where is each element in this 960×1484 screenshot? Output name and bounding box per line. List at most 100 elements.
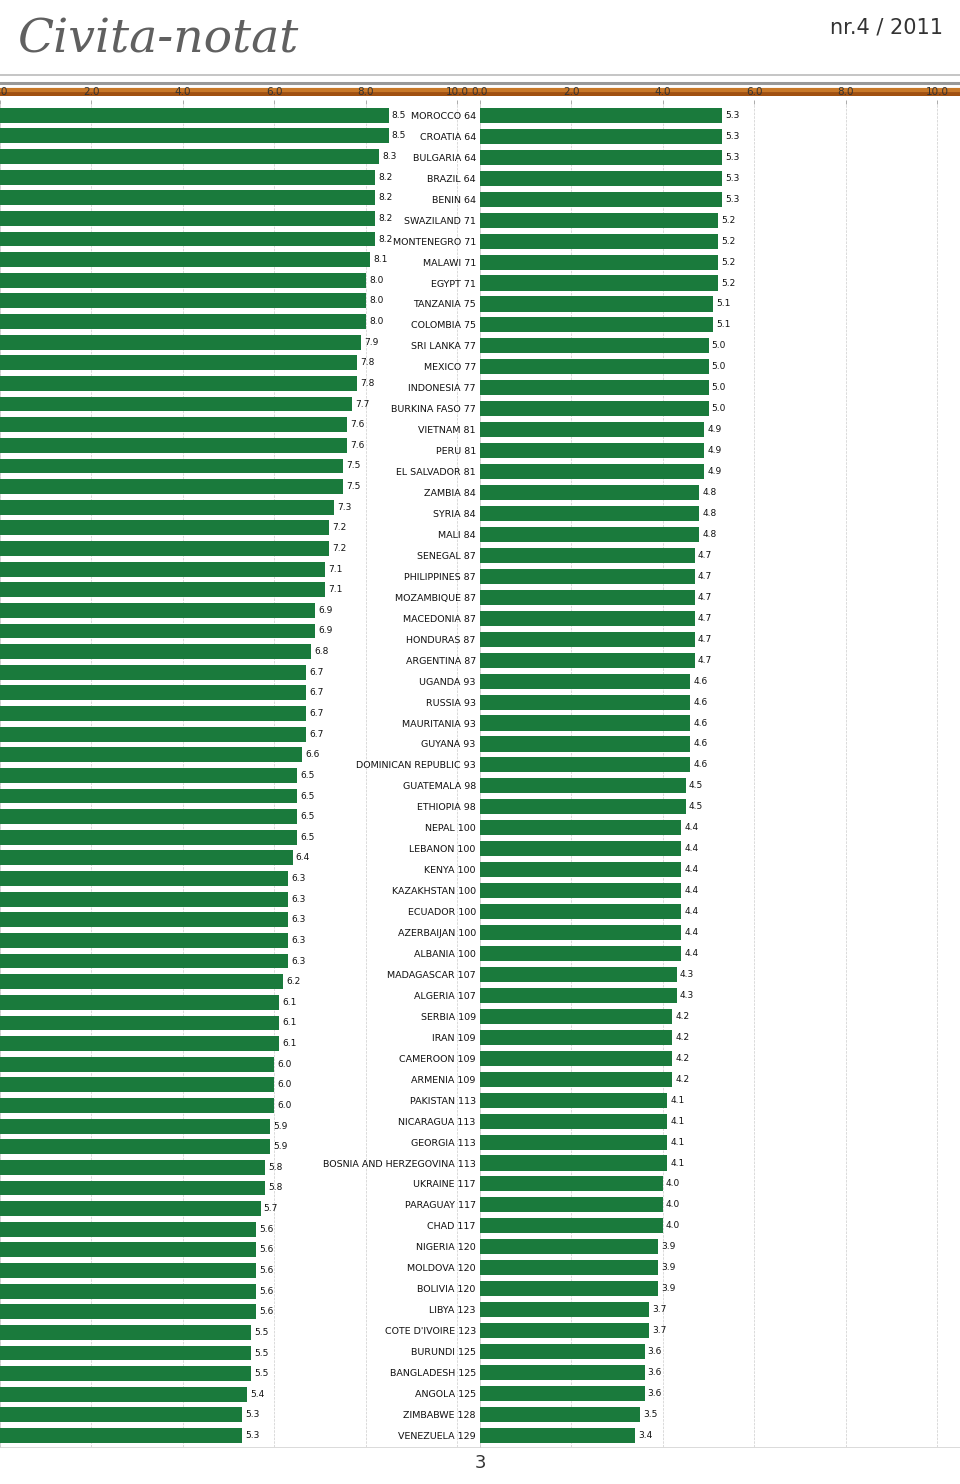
Bar — [0, 871, 288, 886]
Bar — [0, 521, 329, 536]
Text: 6.8: 6.8 — [314, 647, 328, 656]
Bar — [0, 315, 366, 329]
Text: 4.1: 4.1 — [671, 1138, 684, 1147]
Bar — [480, 988, 677, 1003]
Text: 5.1: 5.1 — [716, 321, 731, 329]
Bar — [0, 809, 298, 824]
Text: 3.6: 3.6 — [648, 1389, 662, 1398]
Bar — [480, 485, 700, 500]
Text: 3.7: 3.7 — [653, 1304, 666, 1315]
Text: 8.2: 8.2 — [378, 172, 393, 181]
Bar — [480, 1177, 662, 1192]
Text: 7.1: 7.1 — [327, 585, 342, 594]
Bar — [0, 438, 348, 453]
Text: 5.7: 5.7 — [264, 1204, 278, 1212]
Bar — [480, 589, 695, 605]
Text: 3.9: 3.9 — [661, 1284, 676, 1293]
Bar — [0, 1098, 275, 1113]
Bar — [0, 211, 374, 226]
Bar — [480, 925, 682, 939]
Bar — [480, 1324, 649, 1339]
Bar — [480, 778, 685, 794]
Text: 4.1: 4.1 — [671, 1095, 684, 1104]
Bar — [0, 933, 288, 948]
Bar — [0, 1201, 260, 1215]
Bar — [480, 1134, 667, 1150]
Bar — [0, 252, 371, 267]
Bar — [0, 1119, 270, 1134]
Text: 7.2: 7.2 — [332, 545, 347, 554]
Text: 4.1: 4.1 — [671, 1159, 684, 1168]
Text: 4.7: 4.7 — [698, 571, 712, 580]
Bar — [0, 1036, 278, 1051]
Text: 5.6: 5.6 — [259, 1307, 274, 1316]
Bar — [0, 1407, 242, 1422]
Bar — [480, 1051, 672, 1066]
Text: 5.5: 5.5 — [254, 1328, 269, 1337]
Text: 6.6: 6.6 — [305, 751, 320, 760]
Text: 6.5: 6.5 — [300, 791, 315, 800]
Bar — [0, 1242, 256, 1257]
Text: 3.4: 3.4 — [638, 1431, 653, 1439]
Text: 6.4: 6.4 — [296, 853, 310, 862]
Bar — [480, 695, 690, 709]
Bar — [480, 1218, 662, 1233]
Bar — [480, 338, 708, 353]
Text: 4.7: 4.7 — [698, 635, 712, 644]
Text: 7.1: 7.1 — [327, 564, 342, 574]
Text: 8.1: 8.1 — [373, 255, 388, 264]
Bar — [480, 464, 704, 479]
Bar — [480, 171, 722, 186]
Text: 4.2: 4.2 — [675, 1054, 689, 1063]
Text: 7.3: 7.3 — [337, 503, 351, 512]
Text: 3.9: 3.9 — [661, 1242, 676, 1251]
Text: 4.4: 4.4 — [684, 844, 699, 853]
Text: 5.8: 5.8 — [269, 1184, 282, 1193]
Text: 3: 3 — [474, 1454, 486, 1472]
Bar — [0, 129, 389, 144]
Bar — [480, 1239, 659, 1254]
Bar — [0, 1325, 252, 1340]
Bar — [0, 417, 348, 432]
Text: 6.9: 6.9 — [319, 605, 333, 614]
Text: 4.4: 4.4 — [684, 907, 699, 916]
Text: 4.4: 4.4 — [684, 886, 699, 895]
Text: 4.4: 4.4 — [684, 865, 699, 874]
Text: 8.5: 8.5 — [392, 132, 406, 141]
Text: 4.6: 4.6 — [693, 677, 708, 686]
Text: 5.0: 5.0 — [711, 404, 726, 413]
Bar — [0, 767, 298, 784]
Text: 6.3: 6.3 — [291, 874, 305, 883]
Text: 4.8: 4.8 — [703, 509, 717, 518]
Text: 4.7: 4.7 — [698, 656, 712, 665]
Bar — [0, 108, 389, 123]
Bar — [0, 623, 316, 638]
Bar — [480, 1009, 672, 1024]
Bar — [480, 1030, 672, 1045]
Text: 6.7: 6.7 — [309, 709, 324, 718]
Bar — [480, 1198, 662, 1212]
Bar — [0, 975, 283, 990]
Text: 6.9: 6.9 — [319, 626, 333, 635]
Bar — [480, 715, 690, 730]
Text: 6.3: 6.3 — [291, 936, 305, 945]
Bar — [0, 500, 334, 515]
Text: 3.9: 3.9 — [661, 1263, 676, 1272]
Bar — [0, 561, 324, 576]
Bar — [480, 1260, 659, 1275]
Bar — [0, 1263, 256, 1278]
Text: 4.3: 4.3 — [680, 991, 694, 1000]
Text: 5.2: 5.2 — [721, 258, 735, 267]
Text: 6.3: 6.3 — [291, 895, 305, 904]
Text: 4.6: 4.6 — [693, 718, 708, 727]
Bar — [480, 841, 682, 856]
Bar — [480, 548, 695, 562]
Text: 3.6: 3.6 — [648, 1368, 662, 1377]
Text: 6.7: 6.7 — [309, 730, 324, 739]
Text: 7.6: 7.6 — [350, 441, 365, 450]
Text: 5.3: 5.3 — [246, 1431, 260, 1439]
Text: 7.9: 7.9 — [365, 338, 378, 347]
Text: 6.0: 6.0 — [277, 1101, 292, 1110]
Bar — [480, 359, 708, 374]
Bar — [480, 191, 722, 206]
